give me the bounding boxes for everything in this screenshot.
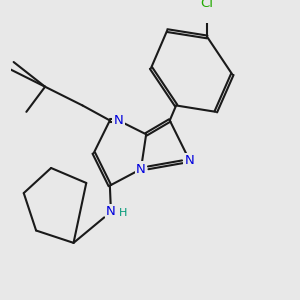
Text: N: N — [136, 163, 146, 176]
Text: N: N — [114, 114, 123, 127]
Text: N: N — [185, 154, 194, 167]
Text: H: H — [118, 208, 127, 218]
Text: N: N — [106, 205, 116, 218]
Text: Cl: Cl — [201, 0, 214, 10]
